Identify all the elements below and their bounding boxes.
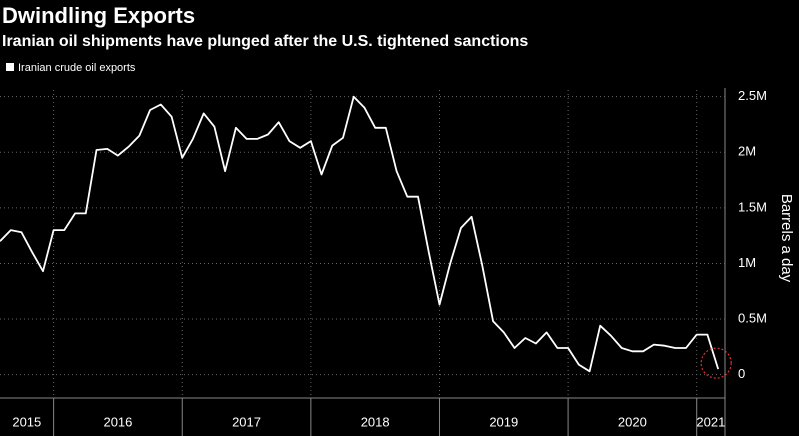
- highlight-circle: [700, 347, 732, 379]
- y-axis-title: Barrels a day: [778, 194, 795, 283]
- y-tick-label: 0: [738, 366, 745, 381]
- x-tick-label: 2019: [489, 414, 518, 429]
- legend-swatch: [6, 63, 14, 71]
- x-tick-label: 2017: [232, 414, 261, 429]
- chart-title: Dwindling Exports: [2, 3, 195, 28]
- chart-subtitle: Iranian oil shipments have plunged after…: [2, 33, 528, 50]
- y-tick-label: 2.5M: [738, 88, 767, 103]
- y-tick-label: 1M: [738, 255, 756, 270]
- x-tick-label: 2016: [103, 414, 132, 429]
- y-tick-label: 0.5M: [738, 310, 767, 325]
- y-tick-label: 1.5M: [738, 199, 767, 214]
- x-tick-label: 2020: [618, 414, 647, 429]
- legend-label: Iranian crude oil exports: [18, 62, 136, 74]
- x-tick-label: 2021: [696, 414, 725, 429]
- y-tick-label: 2M: [738, 144, 756, 159]
- line-series: [0, 95, 720, 373]
- x-tick-label: 2018: [361, 414, 390, 429]
- x-tick-label: 2015: [12, 414, 41, 429]
